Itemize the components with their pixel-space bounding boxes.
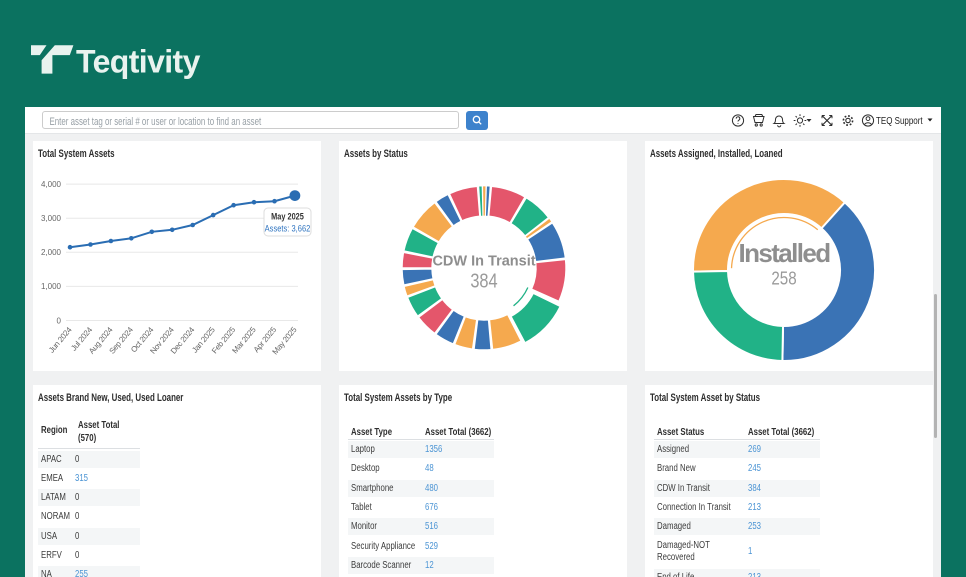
svg-text:384: 384 bbox=[470, 269, 497, 292]
svg-text:CDW In Transit: CDW In Transit bbox=[432, 254, 535, 270]
svg-text:TEQ Support: TEQ Support bbox=[876, 115, 923, 126]
svg-text:Installed: Installed bbox=[738, 238, 830, 268]
svg-text:May 2025: May 2025 bbox=[271, 212, 304, 222]
svg-text:3,000: 3,000 bbox=[41, 214, 62, 223]
svg-text:4,000: 4,000 bbox=[41, 180, 62, 189]
svg-text:258: 258 bbox=[771, 268, 796, 289]
svg-text:1,000: 1,000 bbox=[41, 282, 62, 291]
svg-text:2,000: 2,000 bbox=[41, 248, 62, 257]
svg-text:0: 0 bbox=[57, 316, 62, 325]
svg-text:Jun 2024: Jun 2024 bbox=[47, 325, 74, 355]
svg-text:Teqtivity: Teqtivity bbox=[76, 44, 201, 80]
svg-text:Assets: 3,662: Assets: 3,662 bbox=[265, 223, 311, 234]
